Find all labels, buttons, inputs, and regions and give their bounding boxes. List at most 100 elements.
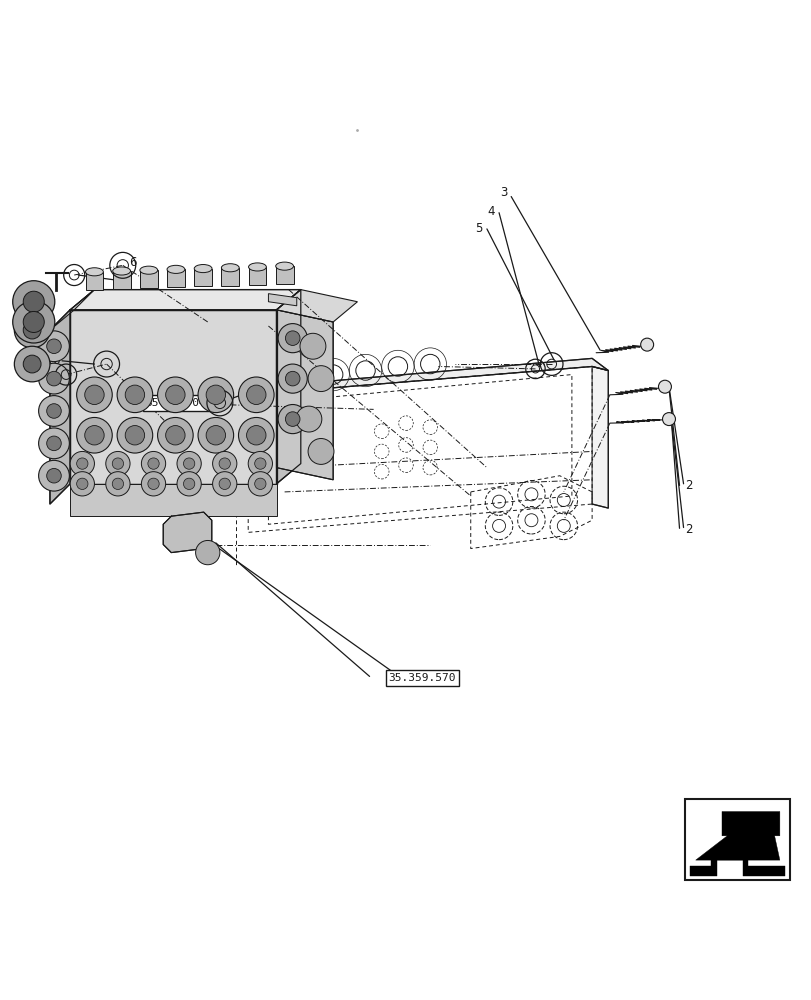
Circle shape [117,417,152,453]
Text: 6: 6 [129,256,136,269]
Polygon shape [277,290,357,322]
Text: 4: 4 [170,399,178,412]
Circle shape [206,426,225,445]
Circle shape [112,478,123,489]
Text: 6: 6 [52,354,59,367]
Circle shape [299,333,325,359]
Polygon shape [50,310,70,504]
Circle shape [198,377,234,413]
Circle shape [13,281,54,323]
Circle shape [39,396,69,426]
Circle shape [39,460,69,491]
Circle shape [112,458,123,469]
Circle shape [295,406,321,432]
FancyBboxPatch shape [276,266,293,284]
Circle shape [141,472,165,496]
Circle shape [47,371,61,386]
FancyBboxPatch shape [113,271,131,289]
Circle shape [24,311,45,332]
Ellipse shape [221,264,239,272]
Circle shape [640,338,653,351]
Circle shape [105,472,130,496]
Polygon shape [70,484,277,516]
Circle shape [307,438,333,464]
Polygon shape [277,290,300,484]
FancyBboxPatch shape [167,269,185,287]
Circle shape [15,312,50,348]
FancyBboxPatch shape [85,272,103,290]
Circle shape [47,404,61,418]
Circle shape [39,331,69,362]
Circle shape [76,417,112,453]
Text: 35.359.570: 35.359.570 [388,673,455,683]
Circle shape [278,364,307,393]
Circle shape [70,472,94,496]
Circle shape [248,451,272,476]
FancyBboxPatch shape [248,267,266,285]
Circle shape [206,385,225,405]
Text: 4: 4 [487,205,495,218]
Text: 2: 2 [684,523,692,536]
Circle shape [13,301,54,343]
FancyBboxPatch shape [221,268,239,286]
FancyBboxPatch shape [684,799,789,880]
FancyBboxPatch shape [139,270,157,288]
Circle shape [47,339,61,354]
Ellipse shape [85,268,103,276]
Circle shape [39,428,69,459]
Polygon shape [689,850,784,876]
Circle shape [198,417,234,453]
Circle shape [219,458,230,469]
Circle shape [212,472,237,496]
Circle shape [278,324,307,353]
Circle shape [255,478,266,489]
Polygon shape [268,294,296,306]
Circle shape [125,385,144,405]
Circle shape [157,377,193,413]
Circle shape [15,346,50,382]
Ellipse shape [139,266,157,274]
Circle shape [658,380,671,393]
Circle shape [47,468,61,483]
Text: 5: 5 [475,222,483,235]
Circle shape [219,478,230,489]
Circle shape [125,426,144,445]
Circle shape [307,366,333,392]
Circle shape [157,417,193,453]
Circle shape [165,426,185,445]
Circle shape [76,377,112,413]
Circle shape [76,478,88,489]
Circle shape [195,540,220,565]
Circle shape [105,451,130,476]
Circle shape [39,363,69,394]
Circle shape [141,451,165,476]
Polygon shape [163,512,212,553]
Polygon shape [70,310,277,484]
Circle shape [278,405,307,434]
Circle shape [148,478,159,489]
Ellipse shape [194,265,212,273]
Circle shape [148,458,159,469]
Circle shape [183,478,195,489]
Circle shape [662,413,675,426]
Circle shape [212,451,237,476]
Polygon shape [591,366,607,508]
Text: 1: 1 [388,669,395,682]
Polygon shape [277,310,333,480]
Text: 7: 7 [37,370,45,383]
Polygon shape [70,290,300,310]
Circle shape [177,472,201,496]
Ellipse shape [276,262,293,270]
Circle shape [84,426,104,445]
Polygon shape [50,290,94,330]
Circle shape [47,436,61,451]
Circle shape [24,321,41,339]
Circle shape [70,451,94,476]
Circle shape [238,417,274,453]
Circle shape [76,458,88,469]
Polygon shape [248,358,607,395]
Circle shape [24,355,41,373]
Circle shape [24,291,45,312]
Circle shape [285,331,299,345]
Circle shape [248,472,272,496]
